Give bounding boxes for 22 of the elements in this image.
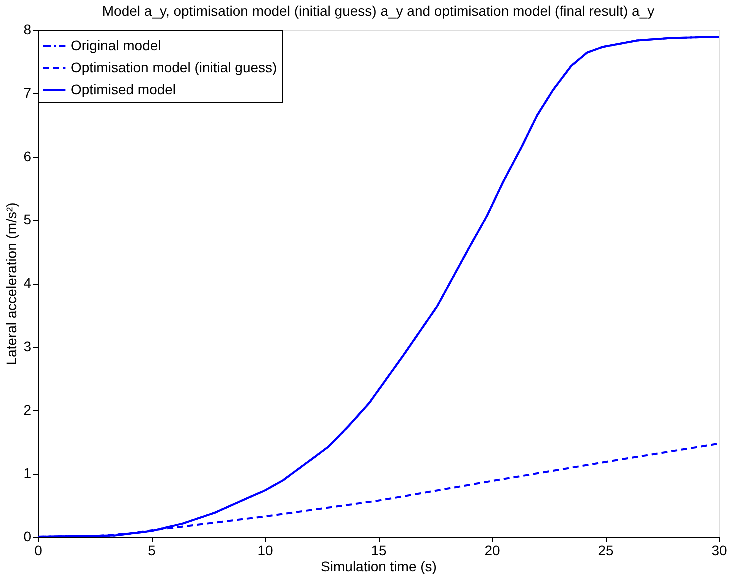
x-tick-label: 5 — [148, 542, 156, 558]
x-tick-label: 0 — [34, 542, 43, 558]
x-tick-label: 25 — [598, 542, 614, 558]
y-tick-label: 6 — [24, 148, 32, 164]
y-tick-label: 2 — [24, 402, 32, 418]
x-tick-label: 15 — [371, 542, 387, 558]
y-tick-label: 8 — [24, 22, 32, 38]
legend-label: Original model — [71, 38, 162, 54]
y-tick-label: 4 — [24, 275, 32, 291]
y-tick-label: 7 — [24, 84, 32, 101]
y-axis-title: Lateral acceleration (m/s²) — [4, 202, 20, 366]
x-tick-label: 30 — [712, 542, 728, 558]
legend-label: Optimisation model (initial guess) — [71, 60, 278, 76]
y-tick-label: 3 — [24, 338, 32, 354]
x-tick-label: 10 — [258, 542, 274, 558]
y-tick-label: 0 — [24, 528, 32, 544]
x-axis-title: Simulation time (s) — [321, 558, 437, 574]
y-tick-label: 5 — [24, 212, 32, 228]
y-tick-label: 1 — [24, 465, 32, 482]
x-tick-label: 20 — [484, 542, 500, 558]
chart-title: Model a_y, optimisation model (initial guess) a_y and optimisation model (final result) a_y — [102, 3, 655, 19]
legend-label: Optimised model — [71, 82, 176, 98]
